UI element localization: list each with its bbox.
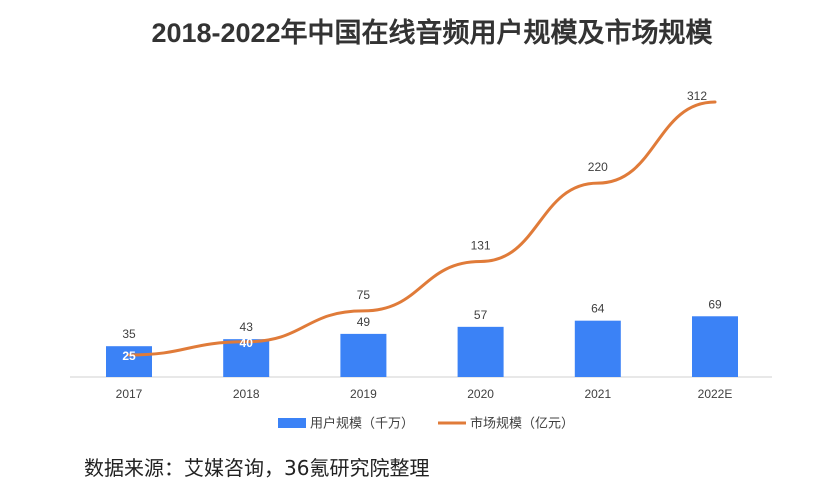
line-label-2021: 220 <box>588 160 608 174</box>
line-series <box>127 100 717 357</box>
bar-label-2020: 57 <box>474 308 488 322</box>
line-label-2019: 75 <box>357 288 371 302</box>
bar-series <box>106 316 738 377</box>
bar-label-2022E: 69 <box>708 297 722 311</box>
bar-2022E <box>692 316 738 377</box>
line-data-labels: 25 40 75 131 220 312 <box>122 89 707 363</box>
source-note: 数据来源：艾媒咨询，36氪研究院整理 <box>84 456 430 480</box>
bar-label-2019: 49 <box>357 315 371 329</box>
x-tick-2019: 2019 <box>350 387 377 401</box>
bar-2017 <box>106 346 152 377</box>
line-label-2018: 40 <box>240 336 254 350</box>
bar-data-labels: 35 43 49 57 64 69 <box>122 297 722 341</box>
legend-line-label: 市场规模（亿元） <box>470 416 574 431</box>
bar-label-2018: 43 <box>240 320 254 334</box>
x-tick-labels: 2017 2018 2019 2020 2021 2022E <box>116 387 733 401</box>
bar-label-2021: 64 <box>591 302 605 316</box>
bar-label-2017: 35 <box>122 327 136 341</box>
x-tick-2018: 2018 <box>233 387 260 401</box>
x-tick-2021: 2021 <box>584 387 611 401</box>
line-label-2017: 25 <box>122 349 136 363</box>
line-label-2020: 131 <box>471 239 491 253</box>
market-size-line <box>127 100 717 357</box>
legend-bar-label: 用户规模（千万） <box>310 416 414 431</box>
chart-title: 2018-2022年中国在线音频用户规模及市场规模 <box>151 17 712 48</box>
bar-2018 <box>223 339 270 377</box>
legend: 用户规模（千万） 市场规模（亿元） <box>278 416 574 431</box>
bar-2019 <box>340 333 387 377</box>
line-label-2022E: 312 <box>687 89 707 103</box>
bar-2020 <box>457 326 504 377</box>
x-tick-2017: 2017 <box>116 387 143 401</box>
bar-2021 <box>574 320 621 377</box>
x-tick-2022E: 2022E <box>698 387 733 401</box>
legend-bar-swatch <box>278 418 306 428</box>
x-tick-2020: 2020 <box>467 387 494 401</box>
